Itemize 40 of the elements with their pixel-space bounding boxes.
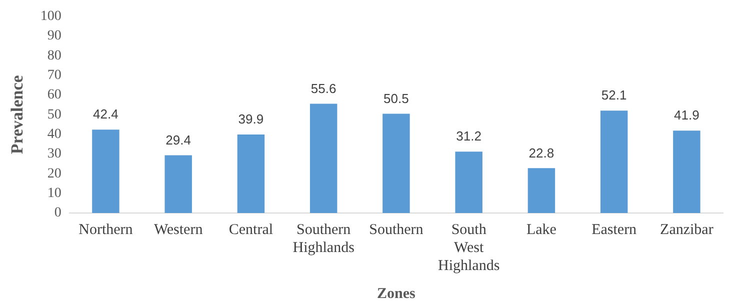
y-tick-label: 10 xyxy=(47,186,62,202)
y-tick-label: 20 xyxy=(47,166,62,182)
y-tick-label: 40 xyxy=(47,127,62,142)
bar xyxy=(237,134,265,213)
x-tick-label: Southern Highlands xyxy=(292,222,355,256)
x-tick-label: Zanzibar xyxy=(660,222,714,238)
x-tick-label: South West Highlands xyxy=(438,222,500,274)
y-tick-label: 70 xyxy=(47,68,62,84)
bar xyxy=(382,114,410,213)
data-label: 22.8 xyxy=(528,145,554,160)
y-tick-label: 100 xyxy=(40,9,62,24)
data-label: 52.1 xyxy=(601,88,627,103)
x-tick-label: Western xyxy=(154,222,204,238)
y-tick-label: 80 xyxy=(47,48,62,64)
bar xyxy=(455,152,482,213)
bar xyxy=(92,130,120,213)
data-label: 29.4 xyxy=(166,132,191,148)
y-tick-label: 0 xyxy=(54,206,62,221)
x-tick-label: Northern xyxy=(78,222,134,238)
data-label: 41.9 xyxy=(674,108,700,123)
bar xyxy=(600,110,628,213)
data-label: 42.4 xyxy=(93,106,118,122)
x-axis-title: Zones xyxy=(377,286,416,302)
bar xyxy=(528,168,556,213)
x-tick-label: Eastern xyxy=(592,222,638,238)
bar xyxy=(673,130,700,213)
bar xyxy=(310,104,338,213)
data-label: 50.5 xyxy=(384,90,409,106)
data-label: 55.6 xyxy=(310,80,336,96)
data-label: 39.9 xyxy=(238,112,264,127)
x-tick-label: Central xyxy=(228,222,274,238)
y-tick-label: 90 xyxy=(47,28,62,44)
y-tick-label: 30 xyxy=(47,146,62,162)
data-label: 31.2 xyxy=(456,128,482,144)
y-tick-label: 60 xyxy=(47,88,62,103)
x-tick-label: Southern xyxy=(369,222,424,238)
y-axis-title: Prevalence xyxy=(8,74,27,154)
bar xyxy=(164,155,192,213)
x-tick-label: Lake xyxy=(526,222,557,238)
y-tick-label: 50 xyxy=(47,107,62,122)
